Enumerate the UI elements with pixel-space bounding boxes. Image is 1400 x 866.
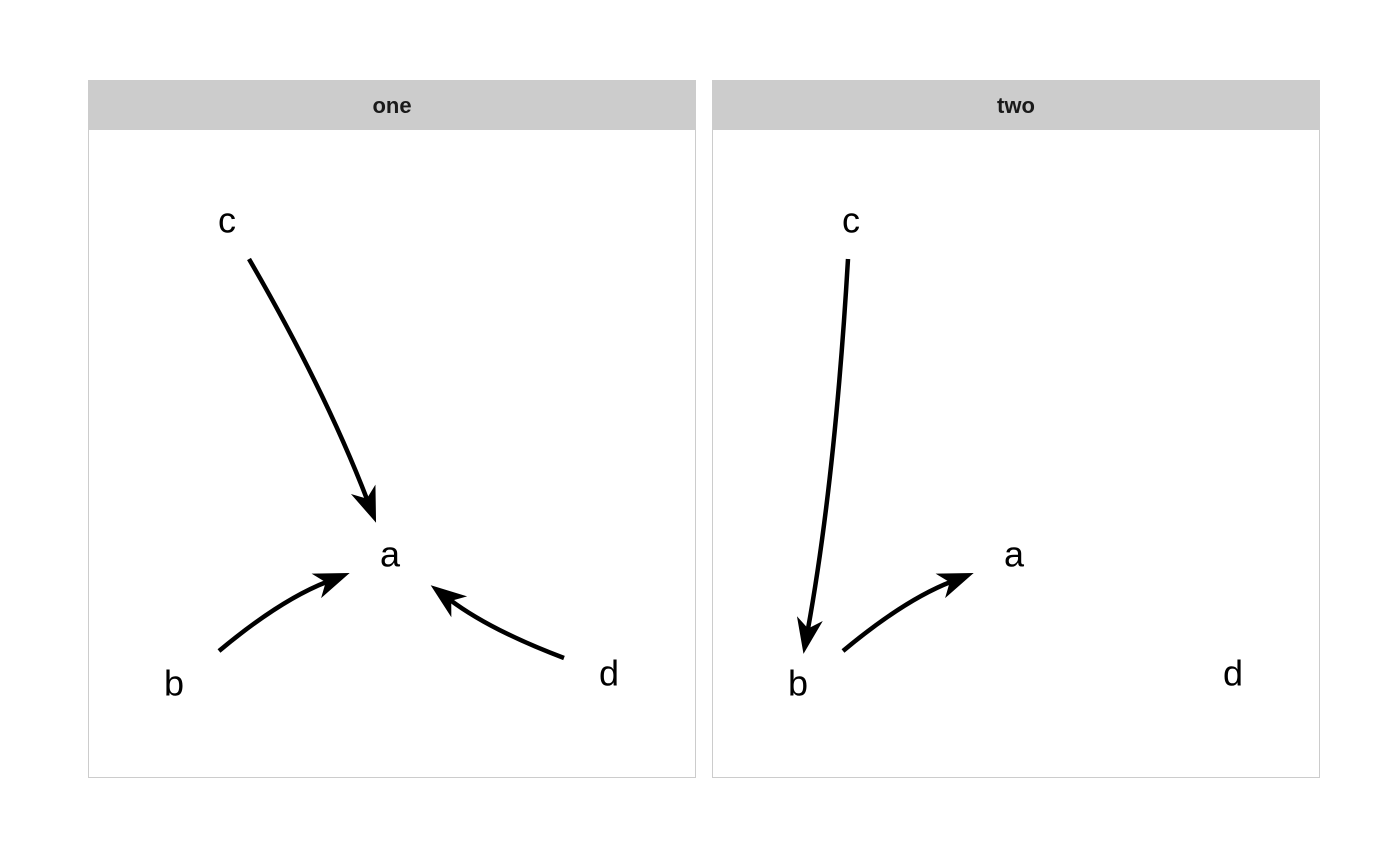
node-label-a: a	[1004, 534, 1025, 575]
edge-b-a-line	[217, 579, 329, 653]
edge-c-a-arrowhead	[350, 484, 377, 523]
edge-d-a-arrowhead	[430, 585, 468, 618]
edge-b-a-arrowhead	[311, 572, 350, 599]
edge-d-a-line	[448, 597, 565, 661]
edge-c-a-line	[247, 257, 370, 502]
graph-panel-0: a b c d	[164, 200, 619, 704]
panel-title-two: two	[713, 81, 1319, 130]
node-label-c: c	[218, 200, 236, 241]
panel-one: one	[88, 80, 696, 778]
edge-b-a-arrowhead	[935, 572, 974, 599]
node-label-a: a	[380, 534, 401, 575]
edge-c-b-arrowhead	[796, 616, 823, 654]
node-label-b: b	[788, 663, 808, 704]
edge-b-a-line	[841, 579, 953, 653]
node-label-b: b	[164, 663, 184, 704]
panel-title-one: one	[89, 81, 695, 130]
edge-c-b-line	[805, 258, 851, 631]
node-label-c: c	[842, 200, 860, 241]
node-label-d: d	[599, 653, 619, 694]
node-label-d: d	[1223, 653, 1243, 694]
panel-two: two	[712, 80, 1320, 778]
graph-panel-1: a b c d	[788, 200, 1243, 704]
